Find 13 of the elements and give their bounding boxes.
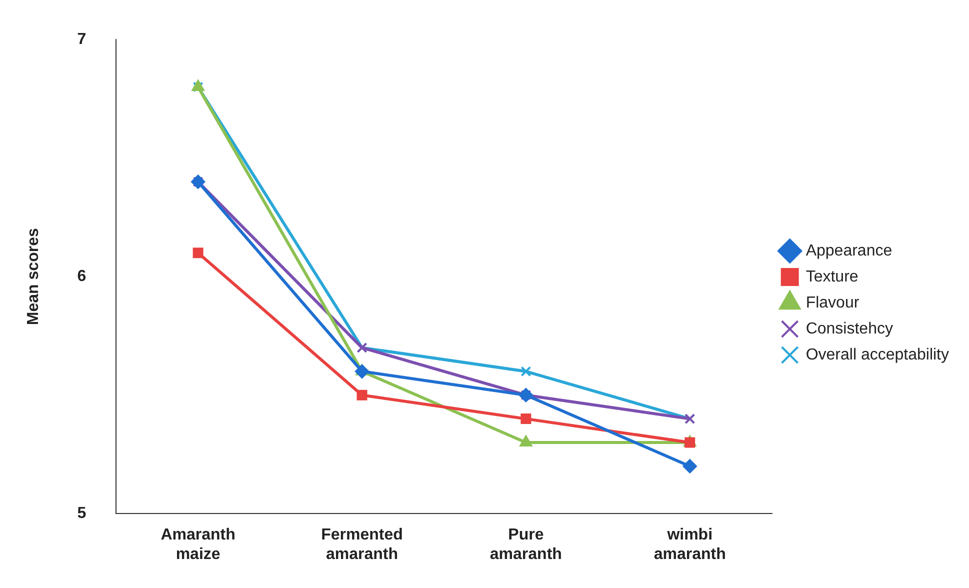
x-tick-label: Amaranth maize — [160, 526, 236, 563]
x-tick-label: Pure amaranth — [490, 526, 562, 563]
legend-label: Texture — [806, 268, 858, 286]
y-tick-label: 5 — [77, 505, 86, 522]
x-tick-label: wimbi amaranth — [654, 526, 726, 563]
legend-label: Appearance — [806, 242, 892, 260]
legend-label: Consistehcy — [806, 320, 893, 338]
y-tick-label: 6 — [77, 268, 86, 286]
x-tick-label: Fermented amaranth — [321, 526, 403, 563]
legend-label: Flavour — [806, 294, 860, 312]
legend-label: Overall acceptability — [806, 346, 949, 364]
y-tick-label: 7 — [77, 31, 86, 48]
y-axis-title: Mean scores — [25, 228, 42, 326]
